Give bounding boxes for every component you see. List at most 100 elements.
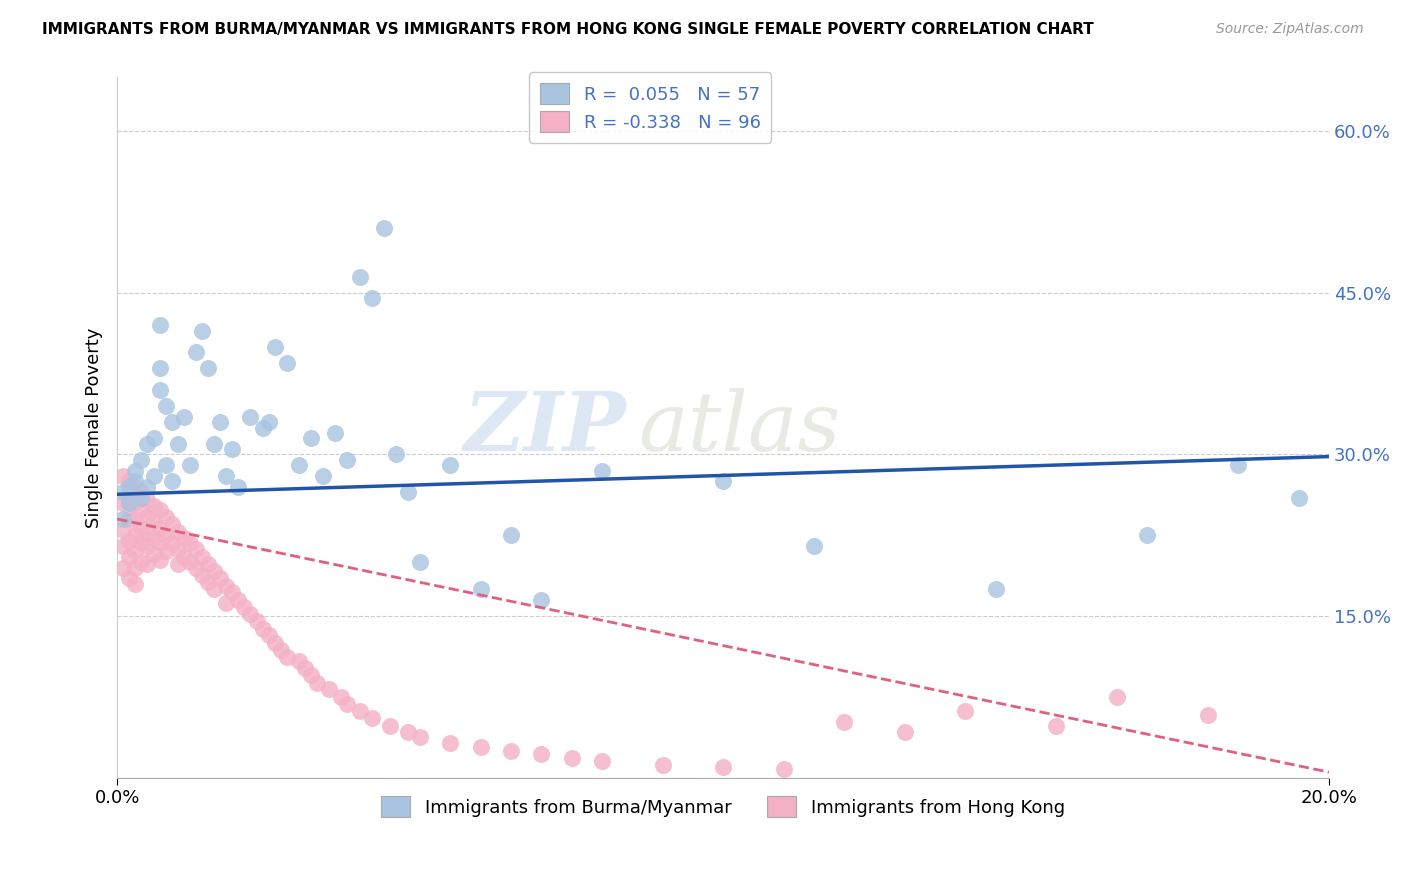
Point (142, 431, 165, 445)
Point (711, 475, 734, 489)
Point (112, 469, 135, 483)
Point (142, 532, 165, 546)
Point (155, 458, 177, 473)
Point (373, 221, 395, 235)
Point (276, 356, 298, 370)
Y-axis label: Single Female Poverty: Single Female Poverty (86, 327, 103, 528)
Point (149, 318, 172, 333)
Point (530, 747, 553, 761)
Point (184, 345, 207, 359)
Point (112, 496, 135, 510)
Point (202, 564, 225, 578)
Point (245, 615, 267, 629)
Point (288, 654, 311, 668)
Point (1045, 719, 1067, 733)
Point (118, 496, 141, 510)
Point (136, 436, 159, 450)
Point (112, 485, 135, 500)
Point (209, 415, 232, 429)
Point (131, 485, 153, 500)
Point (215, 579, 238, 593)
Point (112, 512, 135, 526)
Point (136, 524, 159, 539)
Point (118, 549, 141, 564)
Point (470, 582, 492, 596)
Point (184, 560, 207, 574)
Point (1288, 491, 1310, 505)
Point (499, 744, 522, 758)
Point (149, 383, 172, 397)
Point (396, 725, 419, 739)
Point (136, 509, 159, 524)
Point (112, 560, 135, 574)
Point (263, 340, 285, 354)
Point (191, 549, 214, 564)
Point (1105, 690, 1128, 704)
Point (160, 475, 183, 489)
Point (124, 544, 146, 558)
Point (1136, 528, 1159, 542)
Point (336, 698, 359, 712)
Point (711, 760, 734, 774)
Point (294, 661, 316, 675)
Point (530, 592, 553, 607)
Point (142, 514, 165, 528)
Text: atlas: atlas (638, 387, 841, 467)
Point (142, 547, 165, 561)
Text: Source: ZipAtlas.com: Source: ZipAtlas.com (1216, 22, 1364, 37)
Point (499, 528, 522, 542)
Point (270, 643, 292, 657)
Point (160, 415, 183, 429)
Point (470, 740, 492, 755)
Point (360, 711, 382, 725)
Point (409, 730, 432, 744)
Point (173, 532, 195, 546)
Point (155, 399, 177, 413)
Point (299, 668, 322, 682)
Point (330, 690, 353, 704)
Text: ZIP: ZIP (464, 387, 626, 467)
Point (591, 464, 613, 478)
Point (166, 558, 188, 572)
Point (173, 549, 195, 564)
Point (179, 555, 201, 569)
Point (160, 517, 183, 532)
Point (252, 420, 274, 434)
Point (439, 458, 461, 473)
Point (173, 409, 195, 424)
Point (561, 751, 583, 765)
Point (221, 442, 243, 456)
Point (124, 475, 146, 489)
Point (142, 469, 165, 483)
Point (409, 555, 432, 569)
Point (131, 521, 153, 535)
Point (118, 480, 141, 494)
Point (1197, 708, 1219, 723)
Point (803, 539, 825, 553)
Point (252, 622, 274, 636)
Point (179, 535, 201, 549)
Point (439, 736, 461, 750)
Point (955, 704, 977, 718)
Legend: Immigrants from Burma/Myanmar, Immigrants from Hong Kong: Immigrants from Burma/Myanmar, Immigrant… (374, 789, 1073, 824)
Point (360, 291, 382, 305)
Point (307, 675, 329, 690)
Point (191, 324, 214, 338)
Point (155, 528, 177, 542)
Point (124, 512, 146, 526)
Point (396, 485, 419, 500)
Point (318, 682, 340, 697)
Point (349, 269, 371, 284)
Point (118, 533, 141, 548)
Point (124, 560, 146, 574)
Point (118, 571, 141, 585)
Point (118, 512, 141, 526)
Point (221, 585, 243, 599)
Point (124, 480, 146, 494)
Point (349, 704, 371, 718)
Point (166, 524, 188, 539)
Point (197, 558, 219, 572)
Point (209, 571, 232, 585)
Point (202, 436, 225, 450)
Point (124, 528, 146, 542)
